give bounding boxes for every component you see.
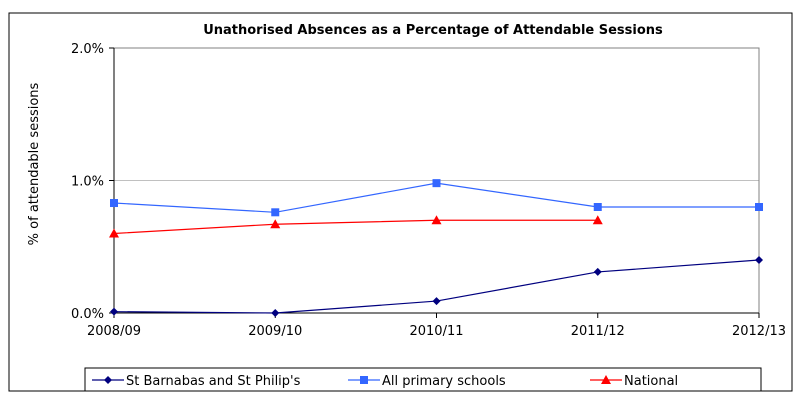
data-point	[271, 309, 280, 317]
chart-title: Unathorised Absences as a Percentage of …	[203, 23, 663, 38]
series-st-barnabas-and-st-philip-s	[110, 256, 763, 317]
data-point	[593, 267, 602, 276]
series-layer	[109, 179, 763, 317]
data-point	[109, 228, 119, 238]
y-tick-label: 2.0%	[71, 42, 104, 57]
x-tick-label: 2012/13	[732, 324, 786, 339]
chart-area-border	[8, 12, 793, 392]
data-point	[110, 199, 118, 208]
series-line	[113, 219, 598, 235]
data-point	[432, 179, 441, 188]
x-tick-label: 2009/10	[248, 324, 302, 339]
data-point	[271, 208, 280, 217]
data-point	[431, 215, 442, 225]
legend-label: National	[624, 374, 678, 389]
series-national	[109, 215, 603, 238]
data-point	[755, 256, 763, 264]
data-point	[270, 219, 281, 229]
data-point	[110, 307, 118, 316]
x-tick-label: 2010/11	[409, 324, 463, 339]
data-point	[593, 203, 602, 211]
data-point	[432, 297, 441, 306]
y-tick-label: 0.0%	[71, 307, 104, 322]
legend-box	[84, 367, 762, 392]
series-all-primary-schools	[110, 179, 763, 217]
y-tick-label: 1.0%	[71, 175, 104, 190]
legend-marker	[104, 376, 112, 384]
data-point	[755, 203, 763, 211]
y-axis-label: % of attendable sessions	[27, 82, 42, 245]
legend-marker	[601, 375, 611, 384]
legend-label: All primary schools	[382, 374, 506, 389]
legend: St Barnabas and St Philip's All primary s…	[92, 374, 678, 389]
x-tick-label: 2011/12	[571, 324, 625, 339]
legend-label: St Barnabas and St Philip's	[126, 374, 301, 389]
axes: 0.0% 1.0% 2.0% 2008/09 2009/10 2010/11 2011/12…	[71, 42, 786, 339]
legend-marker	[360, 376, 368, 384]
data-point	[592, 215, 603, 225]
x-tick-label: 2008/09	[87, 324, 141, 339]
